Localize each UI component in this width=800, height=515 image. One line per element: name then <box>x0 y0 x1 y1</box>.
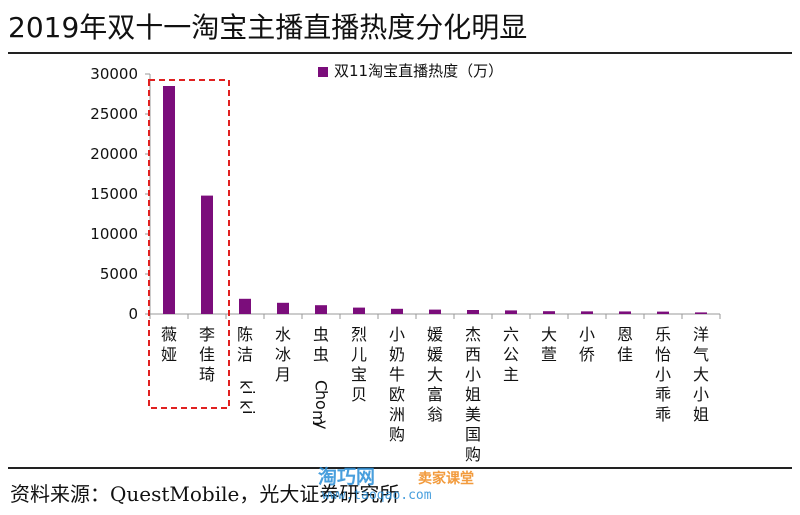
y-tick-label: 25000 <box>90 105 138 123</box>
x-category-label: 六公主 <box>503 325 519 384</box>
legend-label: 双11淘宝直播热度（万） <box>334 62 503 80</box>
page-title: 2019年双十一淘宝主播直播热度分化明显 <box>8 11 528 44</box>
watermark-subtitle: 卖家课堂 <box>418 471 474 487</box>
bar <box>391 308 403 314</box>
bar <box>657 311 669 314</box>
x-category-label: 薇娅 <box>161 325 177 364</box>
bar <box>543 311 555 314</box>
watermark-url: www.taoqao.com <box>322 488 432 503</box>
x-category-label: 乐怡小乖乖 <box>655 325 671 424</box>
legend-swatch <box>318 67 328 77</box>
bar <box>201 195 213 314</box>
highlight-box <box>148 79 230 409</box>
x-category-label: 大萱 <box>541 325 557 364</box>
bar <box>163 86 175 314</box>
bar <box>695 312 707 314</box>
x-category-label: 李佳琦 <box>199 325 215 384</box>
bar <box>619 311 631 314</box>
watermark-logo: 淘巧网 <box>318 466 376 488</box>
bar <box>467 310 479 314</box>
bar <box>239 298 251 314</box>
x-category-label: 恩佳 <box>617 325 633 364</box>
title-divider <box>8 52 792 54</box>
y-tick-label: 0 <box>128 305 138 323</box>
x-category-label: 洋气大小姐 <box>693 325 709 424</box>
x-category-label: 媛媛大富翁 <box>427 325 443 424</box>
y-tick-label: 5000 <box>100 265 138 283</box>
y-tick-label: 15000 <box>90 185 138 203</box>
x-category-label: 陈洁 k i k i <box>236 325 257 414</box>
bar <box>581 311 593 314</box>
bar <box>277 302 289 314</box>
footer-divider <box>8 467 792 469</box>
source-note: 资料来源：QuestMobile，光大证券研究所 <box>10 482 400 506</box>
x-category-label: 小奶牛欧洲购 <box>389 325 405 444</box>
bar <box>353 307 365 314</box>
y-tick-label: 20000 <box>90 145 138 163</box>
y-tick-label: 30000 <box>90 65 138 83</box>
bar-chart: 0 5000 10000 15000 20000 25000 30000 薇娅 李佳琦 陈洁 k i k… <box>90 62 721 464</box>
bar <box>315 305 327 314</box>
bar <box>429 309 441 314</box>
x-category-label: 杰西小姐美国购 <box>465 325 481 464</box>
x-category-label: 烈儿宝贝 <box>351 325 367 404</box>
x-category-label: 小侨 <box>579 325 595 364</box>
y-tick-label: 10000 <box>90 225 138 243</box>
bar <box>505 310 517 314</box>
x-category-label: 水冰月 <box>275 325 291 384</box>
